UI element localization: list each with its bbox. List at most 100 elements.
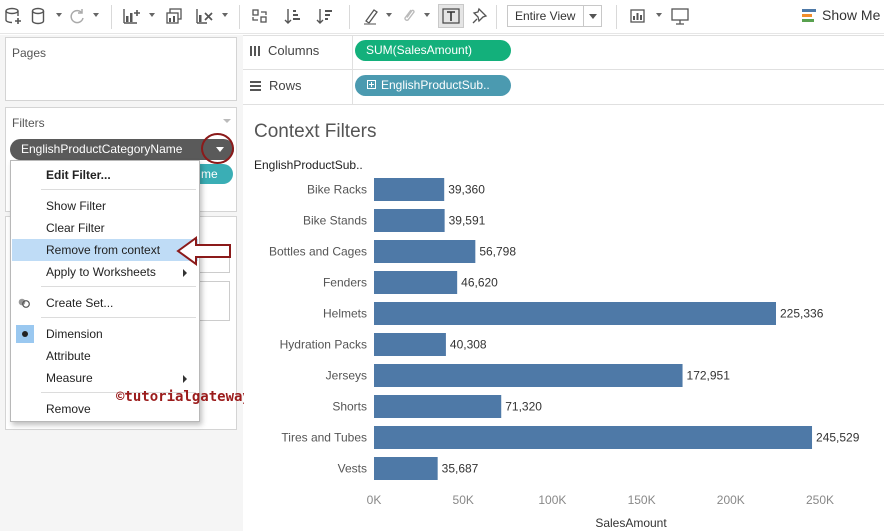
category-label: Bike Racks xyxy=(307,183,367,197)
menu-separator xyxy=(41,392,196,393)
new-worksheet-caret[interactable] xyxy=(149,13,155,17)
menu-item-label: Dimension xyxy=(46,327,103,341)
category-label: Tires and Tubes xyxy=(281,431,367,445)
bar[interactable] xyxy=(374,178,445,201)
menu-item-label: Attribute xyxy=(46,349,91,363)
columns-pill-label: SUM(SalesAmount) xyxy=(366,43,473,57)
menu-item-dimension[interactable]: Dimension xyxy=(12,323,198,345)
show-me-button[interactable]: Show Me xyxy=(802,7,880,23)
fit-dropdown[interactable]: Entire View xyxy=(507,5,602,27)
chevron-down-icon[interactable] xyxy=(223,119,231,123)
pin-tooltip-icon[interactable] xyxy=(470,6,492,26)
category-label: Jerseys xyxy=(326,369,367,383)
new-worksheet-icon[interactable] xyxy=(121,6,143,26)
x-tick-label: 0K xyxy=(367,493,382,507)
chevron-right-icon xyxy=(183,269,187,277)
menu-item-label: Show Filter xyxy=(46,199,107,213)
x-tick-label: 50K xyxy=(453,493,474,507)
toolbar: Entire View Show Me xyxy=(0,0,884,34)
menu-item-clear-filter[interactable]: Clear Filter xyxy=(12,217,198,239)
view-title: Context Filters xyxy=(254,121,377,142)
swap-icon[interactable] xyxy=(249,6,271,26)
label-icon[interactable] xyxy=(438,4,464,28)
bar[interactable] xyxy=(374,240,476,263)
value-label: 39,591 xyxy=(449,214,486,228)
refresh-icon[interactable] xyxy=(66,6,88,26)
pages-card[interactable]: Pages xyxy=(5,37,237,101)
clear-caret[interactable] xyxy=(222,13,228,17)
menu-item-attribute[interactable]: Attribute xyxy=(12,345,198,367)
toolbar-separator xyxy=(496,5,497,29)
sort-descending-icon[interactable] xyxy=(314,6,336,26)
filter-context-menu[interactable]: Edit Filter... Show Filter Clear Filter … xyxy=(10,160,200,422)
pages-title: Pages xyxy=(12,46,47,60)
rows-pill[interactable]: EnglishProductSub.. xyxy=(355,75,511,96)
filter-pill-label: EnglishProductCategoryName xyxy=(21,142,183,156)
datasource-icon[interactable] xyxy=(28,6,50,26)
show-cards-caret[interactable] xyxy=(656,13,662,17)
value-label: 35,687 xyxy=(442,462,479,476)
menu-item-measure[interactable]: Measure xyxy=(12,367,198,389)
category-label: Fenders xyxy=(323,276,367,290)
duplicate-icon[interactable] xyxy=(163,6,185,26)
bar[interactable] xyxy=(374,333,446,356)
value-label: 172,951 xyxy=(687,369,731,383)
category-label: Helmets xyxy=(323,307,367,321)
menu-item-apply-to-worksheets[interactable]: Apply to Worksheets xyxy=(12,261,198,283)
bar[interactable] xyxy=(374,302,776,325)
fit-dropdown-value: Entire View xyxy=(515,9,576,23)
bar[interactable] xyxy=(374,395,502,418)
chevron-down-icon[interactable] xyxy=(583,6,601,26)
show-cards-icon[interactable] xyxy=(628,6,650,26)
category-label: Hydration Packs xyxy=(280,338,367,352)
rows-pill-label: EnglishProductSub.. xyxy=(381,78,490,92)
menu-item-remove[interactable]: Remove xyxy=(12,398,198,420)
x-tick-label: 200K xyxy=(717,493,745,507)
highlight-icon[interactable] xyxy=(360,6,382,26)
new-datasource-icon[interactable] xyxy=(2,6,24,26)
refresh-caret[interactable] xyxy=(93,13,99,17)
toolbar-separator xyxy=(349,5,350,29)
value-label: 40,308 xyxy=(450,338,487,352)
highlight-caret[interactable] xyxy=(386,13,392,17)
category-label: Shorts xyxy=(332,400,367,414)
bar[interactable] xyxy=(374,457,438,480)
bar[interactable] xyxy=(374,271,458,294)
x-axis-title: SalesAmount xyxy=(595,516,667,530)
menu-item-label: Remove from context xyxy=(46,243,161,257)
bar[interactable] xyxy=(374,364,683,387)
filter-pill[interactable]: EnglishProductCategoryName xyxy=(10,139,234,160)
columns-pill[interactable]: SUM(SalesAmount) xyxy=(355,40,511,61)
columns-label: Columns xyxy=(268,43,320,58)
toolbar-separator xyxy=(616,5,617,29)
pin-caret[interactable] xyxy=(424,13,430,17)
menu-item-show-filter[interactable]: Show Filter xyxy=(12,195,198,217)
menu-item-create-set[interactable]: Create Set... xyxy=(12,292,198,314)
menu-separator xyxy=(41,286,196,287)
pin-icon[interactable] xyxy=(398,6,420,26)
show-me-icon xyxy=(802,9,816,22)
datasource-caret[interactable] xyxy=(56,13,62,17)
rows-label: Rows xyxy=(269,78,302,93)
expand-icon[interactable] xyxy=(367,80,376,89)
value-label: 245,529 xyxy=(816,431,860,445)
value-label: 46,620 xyxy=(461,276,498,290)
x-tick-label: 250K xyxy=(806,493,834,507)
category-label: Vests xyxy=(338,462,367,476)
menu-item-edit-filter[interactable]: Edit Filter... xyxy=(12,164,198,186)
category-label: Bottles and Cages xyxy=(269,245,367,259)
menu-separator xyxy=(41,317,196,318)
clear-icon[interactable] xyxy=(194,6,216,26)
bar-chart[interactable]: Bike Racks 39,360 Bike Stands 39,591 Bottles… xyxy=(244,170,884,531)
menu-item-label: Apply to Worksheets xyxy=(46,265,156,279)
columns-shelf-label: Columns xyxy=(250,43,319,58)
shelf-divider xyxy=(352,35,353,105)
radio-selected-icon xyxy=(16,325,34,343)
bar[interactable] xyxy=(374,209,445,232)
row-header: EnglishProductSub.. xyxy=(254,158,363,172)
columns-icon xyxy=(250,45,260,56)
bar[interactable] xyxy=(374,426,813,449)
menu-item-remove-from-context[interactable]: Remove from context xyxy=(12,239,198,261)
sort-ascending-icon[interactable] xyxy=(282,6,304,26)
presentation-icon[interactable] xyxy=(669,6,691,26)
